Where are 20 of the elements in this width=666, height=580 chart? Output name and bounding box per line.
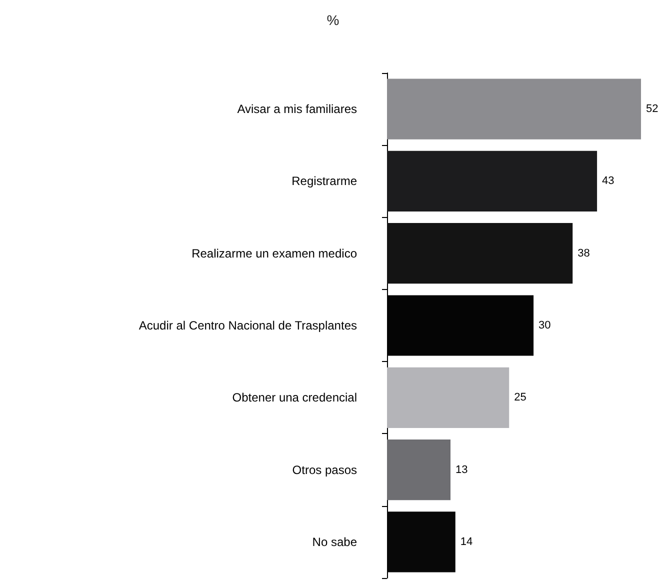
bar — [387, 439, 450, 500]
data-label: 14 — [460, 536, 473, 548]
y-tick-label: Registrarme — [292, 174, 358, 188]
bar — [387, 223, 573, 284]
data-label: 43 — [602, 175, 614, 188]
y-tick-label: Otros pasos — [292, 462, 357, 477]
bar — [387, 150, 598, 212]
y-tick-label: Realizarme un examen medico — [192, 246, 358, 260]
data-label: 13 — [456, 464, 468, 476]
chart-title: % — [326, 12, 340, 28]
data-label: 30 — [538, 320, 551, 332]
y-tick-label: Acudir al Centro Nacional de Trasplantes — [138, 318, 357, 332]
data-label: 52 — [646, 103, 658, 116]
y-tick-label: Obtener una credencial — [232, 390, 357, 405]
bar — [387, 78, 641, 140]
bar — [387, 367, 510, 428]
y-tick-label: Avisar a mis familiares — [237, 102, 357, 116]
data-label: 38 — [578, 247, 590, 260]
data-label: 25 — [514, 392, 526, 404]
y-tick-label: No sabe — [312, 534, 358, 549]
